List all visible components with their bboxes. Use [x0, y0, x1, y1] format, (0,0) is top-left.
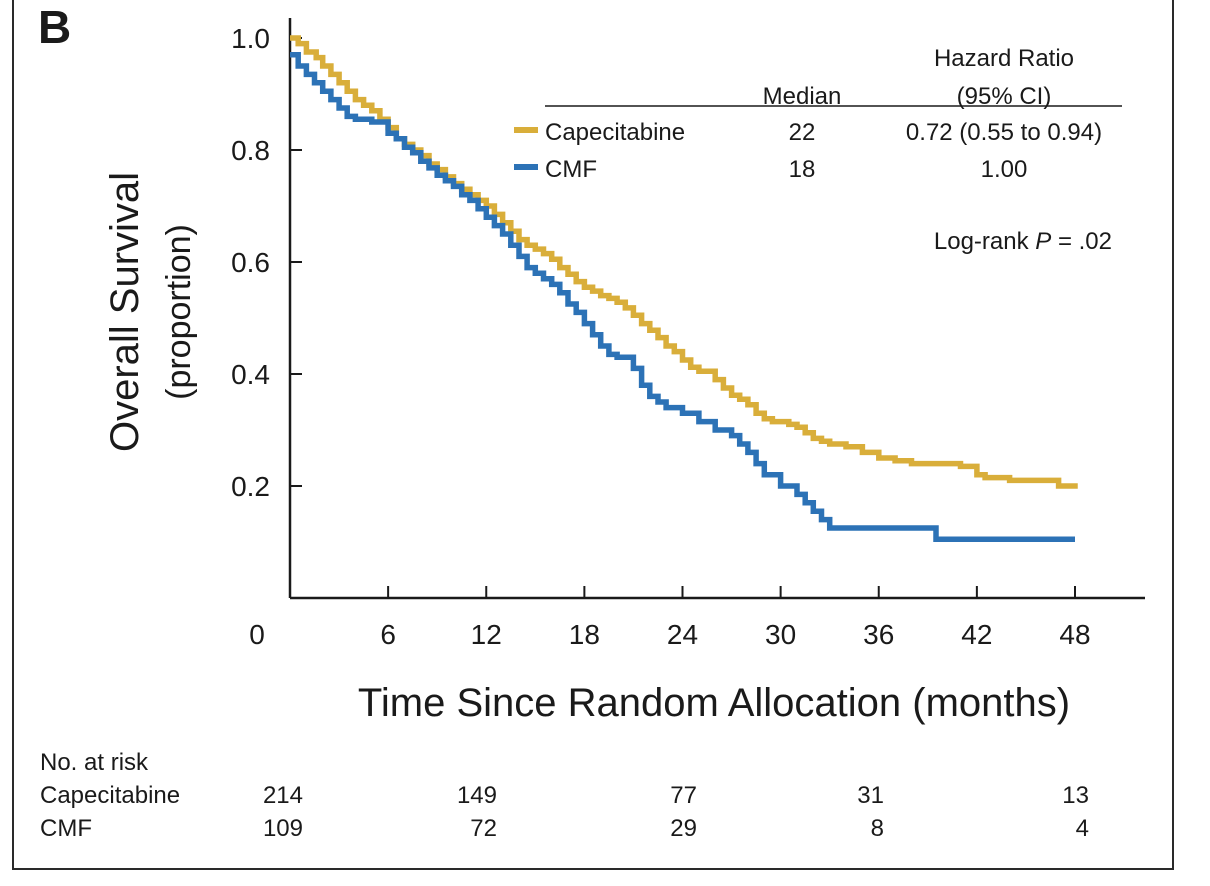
- legend-hr-cmf: 1.00: [981, 156, 1028, 183]
- risk-table: No. at risk Capecitabine CMF 214 149 77 31 1…: [40, 749, 1089, 842]
- x-tick-label: 42: [961, 619, 992, 650]
- risk-row-label-capecitabine: Capecitabine: [40, 782, 180, 809]
- x-tick-label: 12: [471, 619, 502, 650]
- y-axis-label-main: Overall Survival: [103, 172, 147, 452]
- risk-value-cmf: 72: [470, 815, 497, 842]
- figure-frame: [12, 0, 1174, 870]
- risk-row-label-cmf: CMF: [40, 815, 92, 842]
- x-tick-label: 48: [1059, 619, 1090, 650]
- panel-label: B: [38, 1, 72, 53]
- risk-value-cmf: 29: [670, 815, 697, 842]
- y-tick-label: 1.0: [231, 23, 270, 54]
- logrank-p-symbol: P: [1035, 228, 1051, 255]
- legend-header-hr-line1: Hazard Ratio: [934, 45, 1074, 72]
- risk-value-capecitabine: 149: [457, 782, 497, 809]
- axes: 0.20.40.60.81.00 6 12 18 24 30 36 42 48: [231, 18, 1145, 650]
- legend-label-capecitabine: Capecitabine: [545, 119, 685, 146]
- y-tick-label: 0.2: [231, 471, 270, 502]
- legend-hr-capecitabine: 0.72 (0.55 to 0.94): [906, 119, 1102, 146]
- x-tick-label: 36: [863, 619, 894, 650]
- series-layer: [290, 35, 1078, 542]
- legend-swatch-capecitabine: [514, 127, 538, 133]
- risk-value-cmf: 8: [871, 815, 884, 842]
- series-line-cmf: [290, 52, 1075, 542]
- logrank-annotation: Log-rank P = .02: [934, 228, 1112, 255]
- logrank-prefix: Log-rank: [934, 228, 1035, 255]
- risk-value-capecitabine: 31: [857, 782, 884, 809]
- legend: Hazard Ratio Median (95% CI) Capecitabin…: [514, 45, 1122, 183]
- y-tick-label: 0.4: [231, 359, 270, 390]
- risk-value-cmf: 4: [1076, 815, 1089, 842]
- x-axis-label: Time Since Random Allocation (months): [358, 681, 1070, 725]
- y-tick-label: 0.8: [231, 135, 270, 166]
- risk-value-capecitabine: 13: [1062, 782, 1089, 809]
- legend-median-cmf: 18: [789, 156, 816, 183]
- x-tick-label: 18: [569, 619, 600, 650]
- legend-label-cmf: CMF: [545, 156, 597, 183]
- x-tick-label: 6: [380, 619, 396, 650]
- y-tick-label: 0.6: [231, 247, 270, 278]
- legend-swatch-cmf: [514, 164, 538, 170]
- x-tick-label: 0: [249, 619, 265, 650]
- risk-values: 214 149 77 31 13 109 72 29 8 4: [263, 782, 1089, 842]
- y-axis-label-unit: (proportion): [160, 224, 198, 400]
- risk-table-title: No. at risk: [40, 749, 149, 776]
- logrank-suffix: = .02: [1051, 228, 1112, 255]
- risk-value-capecitabine: 77: [670, 782, 697, 809]
- legend-median-capecitabine: 22: [789, 119, 816, 146]
- risk-value-capecitabine: 214: [263, 782, 303, 809]
- x-tick-label: 24: [667, 619, 698, 650]
- risk-value-cmf: 109: [263, 815, 303, 842]
- x-tick-label: 30: [765, 619, 796, 650]
